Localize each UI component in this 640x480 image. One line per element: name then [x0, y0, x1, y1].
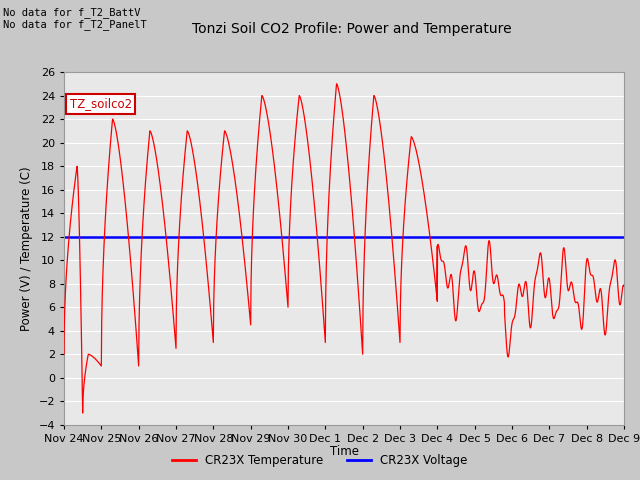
Y-axis label: Power (V) / Temperature (C): Power (V) / Temperature (C)	[20, 166, 33, 331]
Text: Tonzi Soil CO2 Profile: Power and Temperature: Tonzi Soil CO2 Profile: Power and Temper…	[192, 22, 512, 36]
Legend: CR23X Temperature, CR23X Voltage: CR23X Temperature, CR23X Voltage	[168, 449, 472, 472]
Text: No data for f_T2_PanelT: No data for f_T2_PanelT	[3, 19, 147, 30]
Text: TZ_soilco2: TZ_soilco2	[70, 97, 132, 110]
Text: No data for f_T2_BattV: No data for f_T2_BattV	[3, 7, 141, 18]
X-axis label: Time: Time	[330, 445, 358, 458]
